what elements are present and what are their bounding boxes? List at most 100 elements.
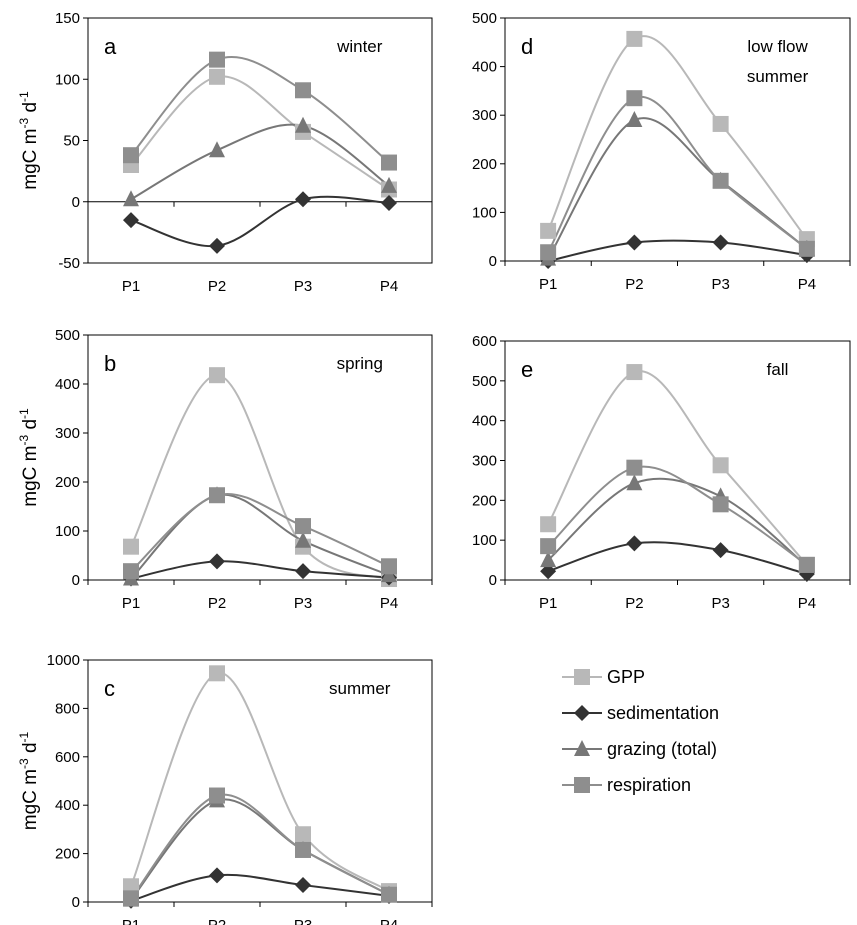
data-point-gpp [295,826,311,843]
y-tick-label: 500 [472,373,497,390]
panel-c-y-axis-label: mgC m-3 d-1 [17,731,41,830]
panel-b-letter: b [104,351,116,376]
series-line-gpp [547,35,808,240]
y-tick-label: 200 [472,156,497,173]
x-tick-label: P4 [380,917,398,925]
data-point-respiration [798,556,815,573]
series-line-sedimentation [130,560,390,580]
series-line-gpp [130,75,390,191]
legend-label-grazing: grazing (total) [607,739,717,759]
data-point-respiration [381,886,397,903]
data-point-gpp [540,516,557,533]
data-point-sedimentation [295,877,311,894]
series-line-sedimentation [130,873,390,902]
x-tick-label: P3 [711,595,729,612]
data-point-respiration [712,172,729,189]
legend-swatch-marker [574,740,590,756]
y-tick-label: 0 [72,572,80,589]
x-tick-label: P2 [625,595,643,612]
data-point-grazing-total [295,531,311,548]
data-point-respiration [295,841,311,858]
y-axis-label-exponent-2: -1 [17,91,31,102]
panel-b-y-axis-label: mgC m-3 d-1 [17,408,41,507]
x-tick-label: P4 [798,595,816,612]
legend-label-sedimentation: sedimentation [607,703,719,723]
y-axis-label-exponent-1: -3 [17,758,31,769]
legend-item-sedimentation: sedimentation [562,703,719,723]
data-point-sedimentation [295,191,311,208]
x-tick-label: P1 [122,917,140,925]
data-point-sedimentation [381,194,397,211]
y-axis-label-exponent-1: -3 [17,117,31,128]
x-tick-label: P3 [711,276,729,293]
data-point-gpp [712,115,729,132]
legend-label-gpp: GPP [607,667,645,687]
panel-d-season-label-line-1: low flow [747,37,808,56]
series-line-respiration [547,465,808,566]
y-tick-label: 0 [489,253,497,270]
data-point-sedimentation [295,563,311,580]
x-tick-label: P4 [380,278,398,295]
x-tick-label: P2 [625,276,643,293]
data-point-grazing-total [540,551,557,568]
data-point-respiration [626,459,643,476]
panel-c-season-label: summer [329,679,391,698]
y-tick-label: 400 [55,376,80,393]
y-tick-label: -50 [58,255,80,272]
y-tick-label: 300 [55,425,80,442]
y-tick-label: 400 [472,413,497,430]
y-axis-label-exponent-2: -1 [17,731,31,742]
x-tick-label: P1 [539,595,557,612]
data-point-sedimentation [209,867,225,884]
y-tick-label: 150 [55,10,80,27]
data-point-gpp [626,30,643,47]
data-point-sedimentation [209,553,225,570]
x-tick-label: P1 [122,595,140,612]
y-tick-label: 600 [472,333,497,350]
panel-e-letter: e [521,357,533,382]
y-axis-label-exponent-2: -1 [17,408,31,419]
x-tick-label: P2 [208,595,226,612]
data-point-gpp [540,222,557,239]
data-point-respiration [798,240,815,257]
data-point-gpp [626,364,643,381]
series-line-sedimentation [547,541,808,575]
series-line-grazing-total [547,117,808,260]
series-line-grazing-total [130,123,390,201]
data-point-grazing-total [381,176,397,193]
series-line-respiration [130,793,390,900]
y-tick-label: 1000 [47,652,80,669]
panel-c-letter: c [104,676,115,701]
panel-d: d low flow summer 0 100 200 300 400 500 P1 P2 P3… [472,10,851,293]
y-tick-label: 0 [489,572,497,589]
data-point-respiration [295,82,311,99]
y-tick-label: 600 [55,749,80,766]
data-point-grazing-total [295,116,311,133]
y-tick-label: 300 [472,453,497,470]
panel-a: a winter mgC m-3 d-1 -50 0 50 100 150 P1 P2 P3 P… [17,10,433,295]
panel-d-season-label-line-2: summer [747,67,809,86]
panel-b-season-label: spring [337,354,383,373]
data-point-respiration [123,563,139,580]
series-line-grazing-total [130,493,390,580]
y-tick-label: 300 [472,107,497,124]
x-tick-label: P3 [294,917,312,925]
y-tick-label: 0 [72,894,80,911]
panel-a-letter: a [104,34,117,59]
y-tick-label: 100 [472,204,497,221]
data-point-respiration [540,538,557,555]
data-point-respiration [123,147,139,164]
data-point-grazing-total [626,111,643,128]
panel-c: c summer mgC m-3 d-1 0 200 400 600 800 1000 P1… [17,652,433,925]
y-tick-label: 200 [472,492,497,509]
x-tick-label: P1 [539,276,557,293]
y-tick-label: 0 [72,194,80,211]
data-point-respiration [712,496,729,513]
data-point-sedimentation [626,234,643,251]
y-tick-label: 200 [55,846,80,863]
x-tick-label: P4 [380,595,398,612]
series-line-respiration [547,95,808,253]
series-line-gpp [547,370,808,566]
data-point-sedimentation [626,535,643,552]
